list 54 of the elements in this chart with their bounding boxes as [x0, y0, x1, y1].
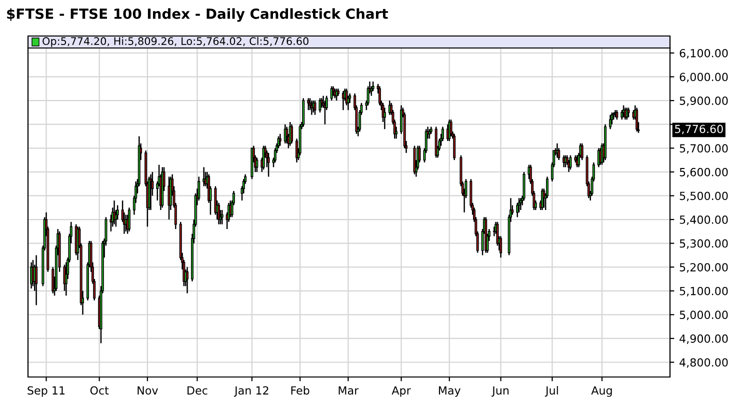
- candlestick: [626, 107, 628, 120]
- candlestick: [564, 154, 567, 168]
- candlestick: [318, 98, 322, 114]
- x-tick-label: Jun: [492, 386, 509, 397]
- candlestick: [413, 145, 416, 175]
- candlestick: [518, 197, 520, 214]
- candlestick: [290, 124, 294, 144]
- text: 5,776.60: [675, 124, 723, 134]
- x-tick-label: May: [438, 386, 461, 397]
- y-tick-label: 6,000.00: [680, 72, 728, 82]
- y-tick-label: 5,400.00: [680, 215, 728, 226]
- candlestick: [262, 145, 265, 170]
- y-tick-label: 4,800.00: [680, 358, 728, 368]
- candlestick: [366, 86, 370, 106]
- x-tick-label: Mar: [338, 386, 359, 395]
- candlestick: [372, 80, 374, 92]
- candlestick: [516, 202, 519, 218]
- candlestick: [186, 266, 189, 294]
- y-tick-label: 5,000.00: [680, 310, 728, 320]
- candlestick: [277, 136, 280, 149]
- x-tick-label: Nov: [138, 386, 158, 395]
- candlestick: [627, 107, 630, 118]
- candlestick: [522, 171, 526, 202]
- y-tick-label: 5,300.00: [680, 239, 728, 249]
- candlestick: [267, 152, 270, 178]
- x-tick-label: Jan 12: [234, 386, 268, 397]
- candlestick: [314, 100, 316, 116]
- y-tick-label: 4,900.00: [680, 334, 728, 344]
- candlestick: [580, 142, 584, 161]
- candlestick: [35, 254, 38, 306]
- x-tick-label: Aug: [591, 386, 612, 397]
- candlestick: [308, 98, 312, 111]
- y-tick-label: 5,200.00: [680, 263, 728, 273]
- y-tick-label: 5,100.00: [680, 286, 728, 296]
- candlestick: [64, 262, 68, 296]
- candlestick: [278, 133, 282, 146]
- candlestick: [202, 166, 206, 187]
- x-tick-label: Apr: [392, 386, 411, 397]
- y-tick-label: 5,900.00: [680, 96, 728, 106]
- text: Op:5,774.20, Hi:5,809.26, Lo:5,764.02, Cl:5,776.60: [42, 36, 308, 48]
- candlestick: [558, 148, 560, 161]
- chart-title: $FTSE - FTSE 100 Index - Daily Candlestick Chart: [7, 8, 388, 22]
- y-tick-label: 6,100.00: [680, 48, 728, 59]
- candlestick: [569, 154, 572, 170]
- y-tick-label: 5,500.00: [680, 192, 728, 202]
- y-tick-label: 5,600.00: [680, 168, 728, 178]
- x-tick-label: Oct: [90, 386, 109, 395]
- x-tick-label: Jul: [544, 386, 558, 397]
- x-tick-label: Sep 11: [28, 386, 65, 397]
- candlestick: [307, 98, 310, 111]
- x-tick-label: Feb: [291, 386, 310, 395]
- y-tick-label: 5,700.00: [680, 144, 728, 154]
- x-tick-label: Dec: [188, 386, 208, 395]
- candlestick: [620, 109, 624, 120]
